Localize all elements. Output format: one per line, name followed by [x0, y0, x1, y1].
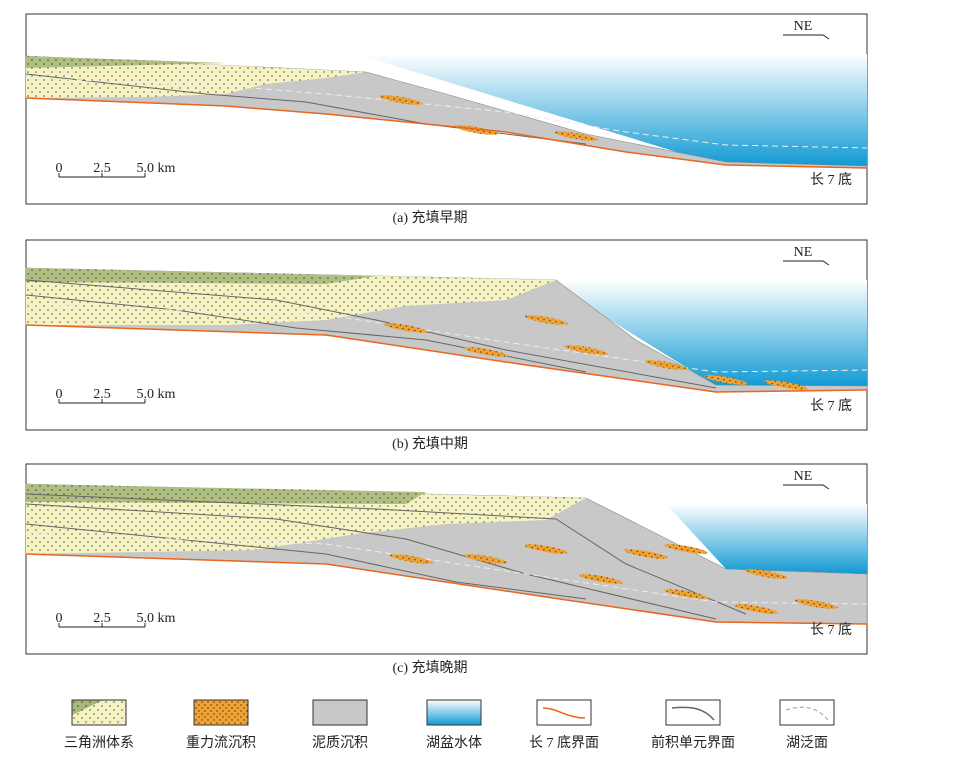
scale-label: 2.5: [93, 611, 111, 626]
legend-swatch: [193, 699, 249, 726]
lake-water: [546, 280, 867, 386]
chang7-base: [25, 553, 868, 625]
legend-label: 前积单元界面: [651, 734, 735, 751]
legend-item: [665, 699, 721, 726]
foreset-boundary: [25, 493, 747, 615]
gravity-flow-lens: [664, 544, 708, 554]
gravity-flow-lens: [564, 345, 608, 355]
lake-water: [356, 54, 867, 166]
panel: NE 0 2.5 5.0 km 长 7 底: [25, 463, 868, 655]
flooding-surface: [25, 533, 868, 605]
legend-swatch: [426, 699, 482, 726]
gravity-flow-lens: [524, 315, 568, 325]
gravity-flow-lens: [644, 360, 688, 370]
delta-system: [26, 56, 366, 98]
direction-label: NE: [794, 469, 813, 484]
legend-line: [671, 706, 715, 721]
gravity-flow-lens: [389, 554, 433, 564]
scale-label: 2.5: [93, 161, 111, 176]
foreset-boundary: [25, 279, 717, 389]
scale-label: 2.5: [93, 387, 111, 402]
delta-top: [26, 268, 376, 284]
foreset-boundary: [25, 523, 587, 600]
panel-caption: (b) 充填中期: [392, 436, 468, 452]
legend-item: [536, 699, 592, 726]
legend-item: [779, 699, 835, 726]
lake-water: [666, 504, 867, 574]
scale-label: 5.0 km: [137, 161, 176, 176]
gravity-flow-lens: [744, 569, 788, 579]
gravity-flow-lens: [524, 544, 568, 554]
panel-caption: (a) 充填早期: [392, 210, 467, 226]
scale-bar: [58, 399, 146, 404]
flooding-surface: [25, 304, 868, 373]
legend-line: [785, 706, 829, 721]
gravity-flow-lens: [554, 131, 598, 141]
scale-label: 0: [56, 161, 63, 176]
scale-bar: [58, 173, 146, 178]
legend-swatch-top: [72, 700, 102, 715]
gravity-flow-lens: [794, 599, 838, 609]
legend-item: [312, 699, 368, 726]
delta-top: [26, 484, 426, 504]
legend-line: [542, 707, 586, 719]
gravity-flow-lens: [579, 574, 623, 584]
panel: NE 0 2.5 5.0 km 长 7 底: [25, 13, 868, 205]
gravity-flow-lens: [664, 589, 708, 599]
foreset-boundary: [25, 503, 717, 620]
gravity-flow-lens: [379, 95, 423, 105]
gravity-flow-lens: [764, 380, 808, 390]
panel-caption: (c) 充填晚期: [392, 660, 467, 676]
legend-swatch: [536, 699, 592, 726]
base-label: 长 7 底: [810, 172, 852, 188]
gravity-flow-lens: [704, 375, 748, 385]
legend-swatch: [312, 699, 368, 726]
legend-label: 重力流沉积: [186, 735, 256, 751]
gravity-flow-lens: [464, 554, 508, 564]
scale-label: 0: [56, 611, 63, 626]
scale-label: 5.0 km: [137, 611, 176, 626]
direction-label: NE: [794, 245, 813, 260]
legend-item: [71, 699, 127, 726]
direction-label: NE: [794, 19, 813, 34]
scale-bar: [58, 623, 146, 628]
chang7-base: [25, 97, 868, 169]
direction-arrow: [783, 260, 830, 266]
gravity-flow-lens: [464, 347, 508, 357]
gravity-flow-lens: [624, 549, 668, 559]
base-label: 长 7 底: [810, 622, 852, 638]
legend-item: [426, 699, 482, 726]
legend-label: 湖盆水体: [426, 735, 482, 751]
legend-label: 泥质沉积: [312, 735, 368, 751]
base-label: 长 7 底: [810, 398, 852, 414]
chang7-base: [25, 324, 868, 393]
delta-top: [26, 56, 226, 68]
scale-label: 0: [56, 387, 63, 402]
gravity-flow-lens: [384, 323, 428, 333]
direction-arrow: [783, 484, 830, 490]
gravity-flow-lens: [734, 604, 778, 614]
direction-arrow: [783, 34, 830, 40]
legend-label: 三角洲体系: [64, 735, 134, 751]
scale-label: 5.0 km: [137, 387, 176, 402]
panel: NE 0 2.5 5.0 km 长 7 底: [25, 239, 868, 431]
legend-swatch: [779, 699, 835, 726]
legend-label: 湖泛面: [786, 735, 828, 751]
legend-item: [193, 699, 249, 726]
legend-swatch: [665, 699, 721, 726]
legend-label: 长 7 底界面: [529, 735, 599, 751]
